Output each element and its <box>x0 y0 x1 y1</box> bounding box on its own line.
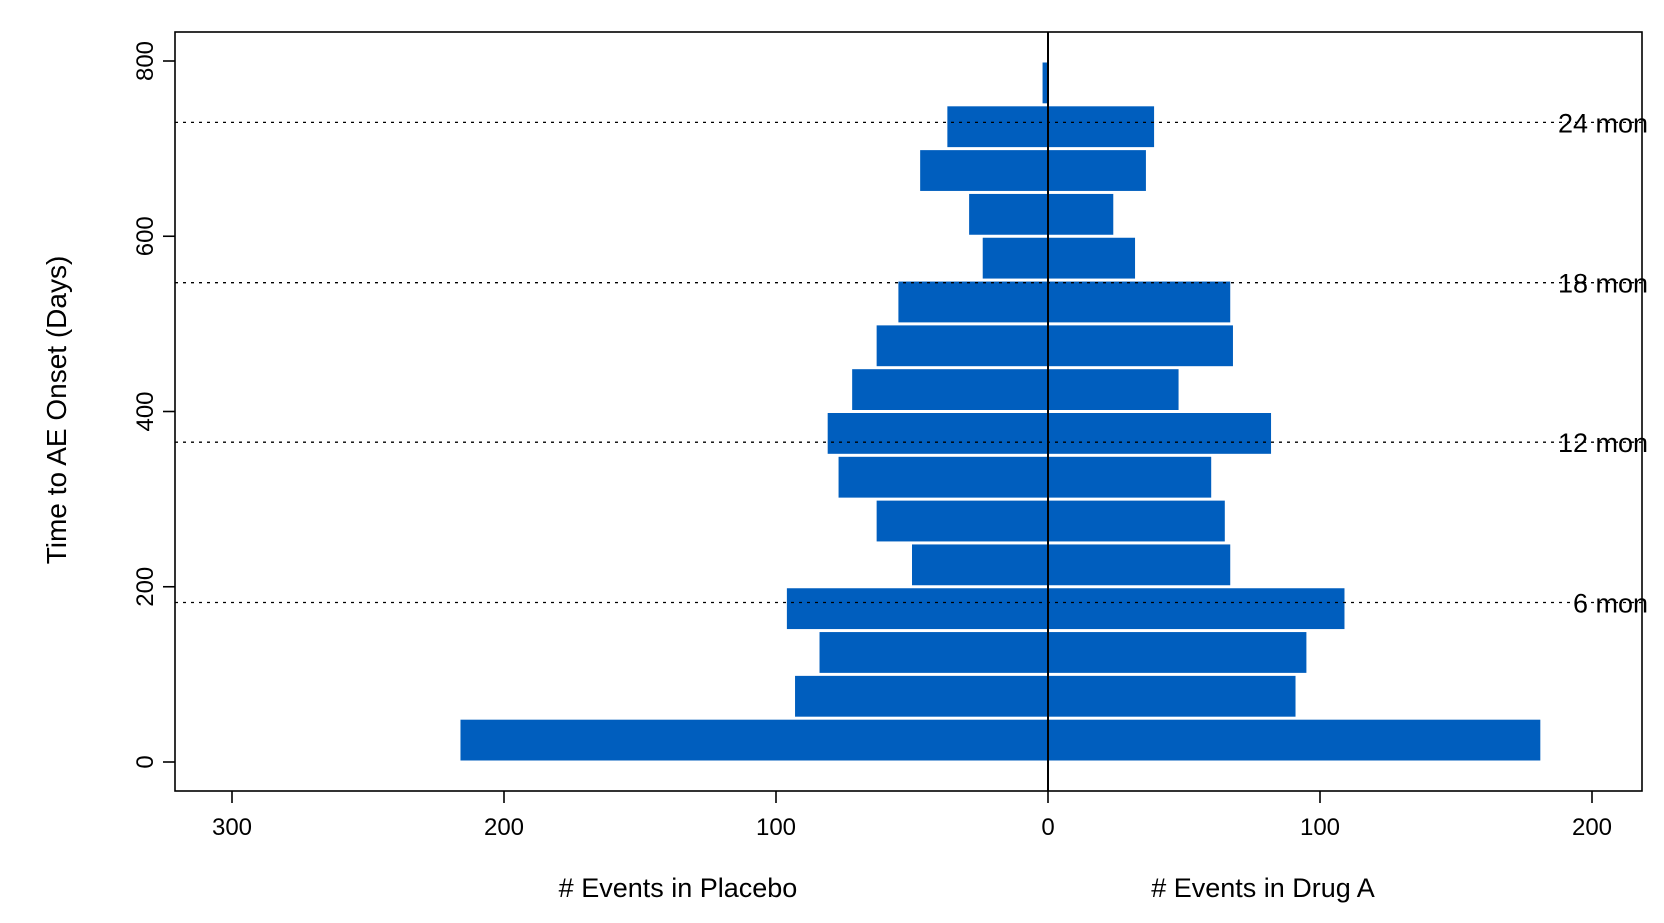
drug-a-bar <box>1048 325 1233 367</box>
y-tick-label: 800 <box>132 41 159 81</box>
ticks: 300 200 100 0 100 200 0 200 400 600 800 <box>132 41 1612 841</box>
drug-a-bar <box>1048 588 1345 630</box>
placebo-bar <box>982 237 1048 279</box>
drug-a-bar <box>1048 106 1155 148</box>
drug-a-bar <box>1048 632 1307 673</box>
x-tick-label: 300 <box>212 814 252 841</box>
placebo-bar <box>838 456 1048 498</box>
y-tick-label: 600 <box>132 216 159 256</box>
drug-a-bars <box>1048 106 1541 761</box>
y-tick-label: 0 <box>132 755 159 768</box>
placebo-bar <box>876 500 1048 542</box>
placebo-bar <box>852 369 1048 410</box>
y-axis-title: Time to AE Onset (Days) <box>41 256 72 565</box>
drug-a-bar <box>1048 413 1272 454</box>
x-axis-title-drug-a: # Events in Drug A <box>1151 873 1375 903</box>
drug-a-bar <box>1048 237 1136 279</box>
y-tick-label: 400 <box>132 391 159 431</box>
placebo-bar <box>1042 62 1048 104</box>
reference-line-label: 18 mon <box>1558 269 1648 299</box>
x-tick-label: 200 <box>484 814 524 841</box>
placebo-bar <box>912 544 1048 586</box>
reference-line-label: 24 mon <box>1558 108 1648 138</box>
drug-a-bar <box>1048 456 1212 498</box>
x-tick-label: 200 <box>1572 814 1612 841</box>
drug-a-bar <box>1048 193 1114 235</box>
placebo-bar <box>460 719 1049 761</box>
placebo-bar <box>969 193 1048 235</box>
placebo-bars <box>460 62 1049 761</box>
placebo-bar <box>795 675 1048 717</box>
drug-a-bar <box>1048 281 1231 323</box>
drug-a-bar <box>1048 150 1146 191</box>
placebo-bar <box>947 106 1048 148</box>
reference-line-label: 6 mon <box>1573 589 1648 619</box>
placebo-bar <box>876 325 1048 367</box>
drug-a-bar <box>1048 675 1296 717</box>
placebo-bar <box>920 150 1048 191</box>
placebo-bar <box>827 413 1048 454</box>
reference-line-label: 12 mon <box>1558 428 1648 458</box>
placebo-bar <box>819 632 1048 673</box>
placebo-bar <box>898 281 1048 323</box>
y-tick-label: 200 <box>132 567 159 607</box>
x-tick-label: 0 <box>1041 814 1054 841</box>
reference-lines: 6 mon 12 mon 18 mon 24 mon <box>175 108 1648 619</box>
x-axis-title-placebo: # Events in Placebo <box>559 873 798 903</box>
x-tick-label: 100 <box>756 814 796 841</box>
drug-a-bar <box>1048 500 1225 542</box>
placebo-bar <box>786 588 1048 630</box>
x-tick-label: 100 <box>1300 814 1340 841</box>
drug-a-bar <box>1048 544 1231 586</box>
drug-a-bar <box>1048 369 1179 410</box>
drug-a-bar <box>1048 719 1541 761</box>
